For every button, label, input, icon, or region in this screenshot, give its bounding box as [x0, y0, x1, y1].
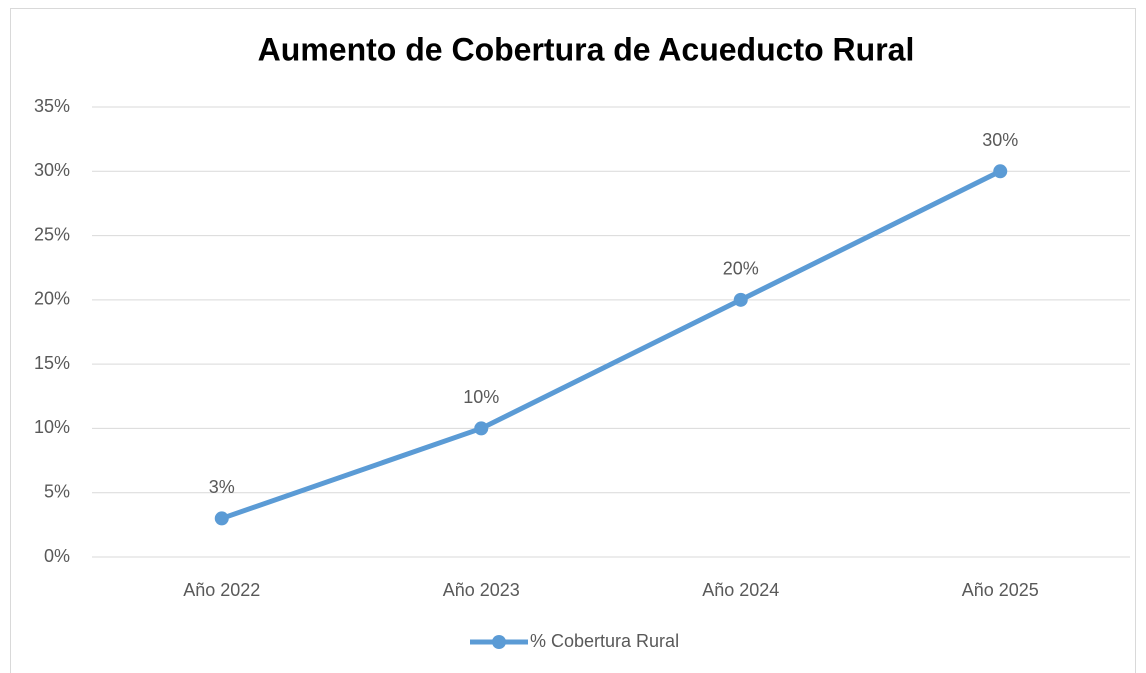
x-tick-label: Año 2022: [183, 580, 260, 600]
point: [474, 421, 489, 436]
point: [733, 292, 748, 307]
y-tick-label: 35%: [34, 96, 70, 116]
legend-marker: [492, 635, 506, 649]
y-tick-label: 5%: [44, 481, 70, 501]
x-tick-label: Año 2023: [443, 580, 520, 600]
data-label: 10%: [463, 387, 499, 407]
point: [993, 164, 1008, 179]
y-tick-label: 10%: [34, 417, 70, 437]
y-tick-label: 25%: [34, 224, 70, 244]
data-label: 3%: [209, 477, 235, 497]
y-tick-label: 0%: [44, 546, 70, 566]
legend-label: % Cobertura Rural: [530, 631, 679, 651]
x-tick-label: Año 2024: [702, 580, 779, 600]
data-label: 30%: [982, 130, 1018, 150]
y-tick-label: 15%: [34, 353, 70, 373]
chart-border: [10, 8, 1136, 673]
point: [214, 511, 229, 526]
y-tick-label: 30%: [34, 160, 70, 180]
x-tick-label: Año 2025: [962, 580, 1039, 600]
line: [220, 169, 1002, 521]
chart-title: Aumento de Cobertura de Acueducto Rural: [258, 31, 915, 67]
y-tick-label: 20%: [34, 289, 70, 309]
data-label: 20%: [723, 259, 759, 279]
